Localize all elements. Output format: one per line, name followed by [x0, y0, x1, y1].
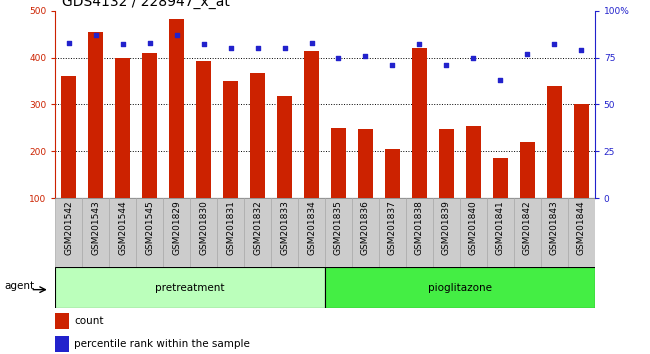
Point [64, 40, 74, 45]
Text: GSM201837: GSM201837 [388, 200, 397, 255]
Text: GSM201835: GSM201835 [334, 200, 343, 255]
Bar [358, 129, 373, 245]
Text: GSM201843: GSM201843 [550, 200, 559, 255]
Bar [115, 57, 130, 245]
Bar [55, 313, 69, 329]
Bar [379, 198, 406, 267]
Point [414, 41, 424, 47]
Text: GSM201834: GSM201834 [307, 200, 316, 255]
Bar [331, 128, 346, 245]
Bar [298, 198, 325, 267]
Point [522, 51, 532, 57]
Bar [439, 129, 454, 245]
Bar [352, 198, 379, 267]
Text: GSM201833: GSM201833 [280, 200, 289, 255]
Bar [493, 158, 508, 245]
Text: GSM201544: GSM201544 [118, 200, 127, 255]
Point [360, 53, 370, 58]
Text: percentile rank within the sample: percentile rank within the sample [74, 339, 250, 349]
Bar [55, 336, 69, 352]
Bar [61, 76, 76, 245]
Point [280, 45, 290, 51]
Text: GSM201836: GSM201836 [361, 200, 370, 255]
Point [495, 77, 506, 83]
Point [576, 47, 586, 53]
Text: GSM201838: GSM201838 [415, 200, 424, 255]
Bar [547, 86, 562, 245]
Bar [466, 126, 481, 245]
Text: pioglitazone: pioglitazone [428, 282, 492, 293]
Bar [412, 48, 427, 245]
Text: GSM201830: GSM201830 [199, 200, 208, 255]
Text: GSM201829: GSM201829 [172, 200, 181, 255]
Bar [541, 198, 568, 267]
Bar [325, 198, 352, 267]
Bar [406, 198, 433, 267]
Point [144, 40, 155, 45]
Point [441, 62, 452, 68]
Bar [460, 198, 487, 267]
Text: GSM201831: GSM201831 [226, 200, 235, 255]
Point [333, 55, 344, 60]
Bar [136, 198, 163, 267]
Text: pretreatment: pretreatment [155, 282, 225, 293]
Text: agent: agent [5, 281, 34, 291]
Text: GSM201839: GSM201839 [442, 200, 451, 255]
Text: count: count [74, 316, 103, 326]
Bar [55, 198, 83, 267]
Bar [88, 32, 103, 245]
Text: GDS4132 / 228947_x_at: GDS4132 / 228947_x_at [62, 0, 229, 9]
Point [549, 41, 560, 47]
Bar [574, 104, 589, 245]
Bar [196, 61, 211, 245]
Bar [244, 198, 271, 267]
Bar [190, 198, 217, 267]
Point [226, 45, 236, 51]
Point [198, 41, 209, 47]
Text: GSM201840: GSM201840 [469, 200, 478, 255]
Text: GSM201841: GSM201841 [496, 200, 505, 255]
Bar [568, 198, 595, 267]
Bar [223, 81, 238, 245]
Bar [109, 198, 136, 267]
Text: GSM201844: GSM201844 [577, 200, 586, 255]
Bar [250, 73, 265, 245]
Point [468, 55, 478, 60]
Bar [520, 142, 535, 245]
Bar [217, 198, 244, 267]
Bar [163, 198, 190, 267]
Bar [271, 198, 298, 267]
Bar [514, 198, 541, 267]
Point [90, 32, 101, 38]
Point [118, 41, 128, 47]
Bar [487, 198, 514, 267]
Point [252, 45, 263, 51]
Point [306, 40, 317, 45]
Bar [325, 267, 595, 308]
Text: GSM201542: GSM201542 [64, 200, 73, 255]
Bar [82, 198, 109, 267]
Text: GSM201832: GSM201832 [253, 200, 262, 255]
Text: GSM201545: GSM201545 [145, 200, 154, 255]
Point [387, 62, 398, 68]
Bar [55, 267, 325, 308]
Point [172, 32, 182, 38]
Bar [142, 53, 157, 245]
Bar [277, 96, 292, 245]
Bar [304, 51, 319, 245]
Text: GSM201543: GSM201543 [91, 200, 100, 255]
Text: GSM201842: GSM201842 [523, 200, 532, 255]
Bar [433, 198, 460, 267]
Bar [385, 149, 400, 245]
Bar [169, 19, 184, 245]
